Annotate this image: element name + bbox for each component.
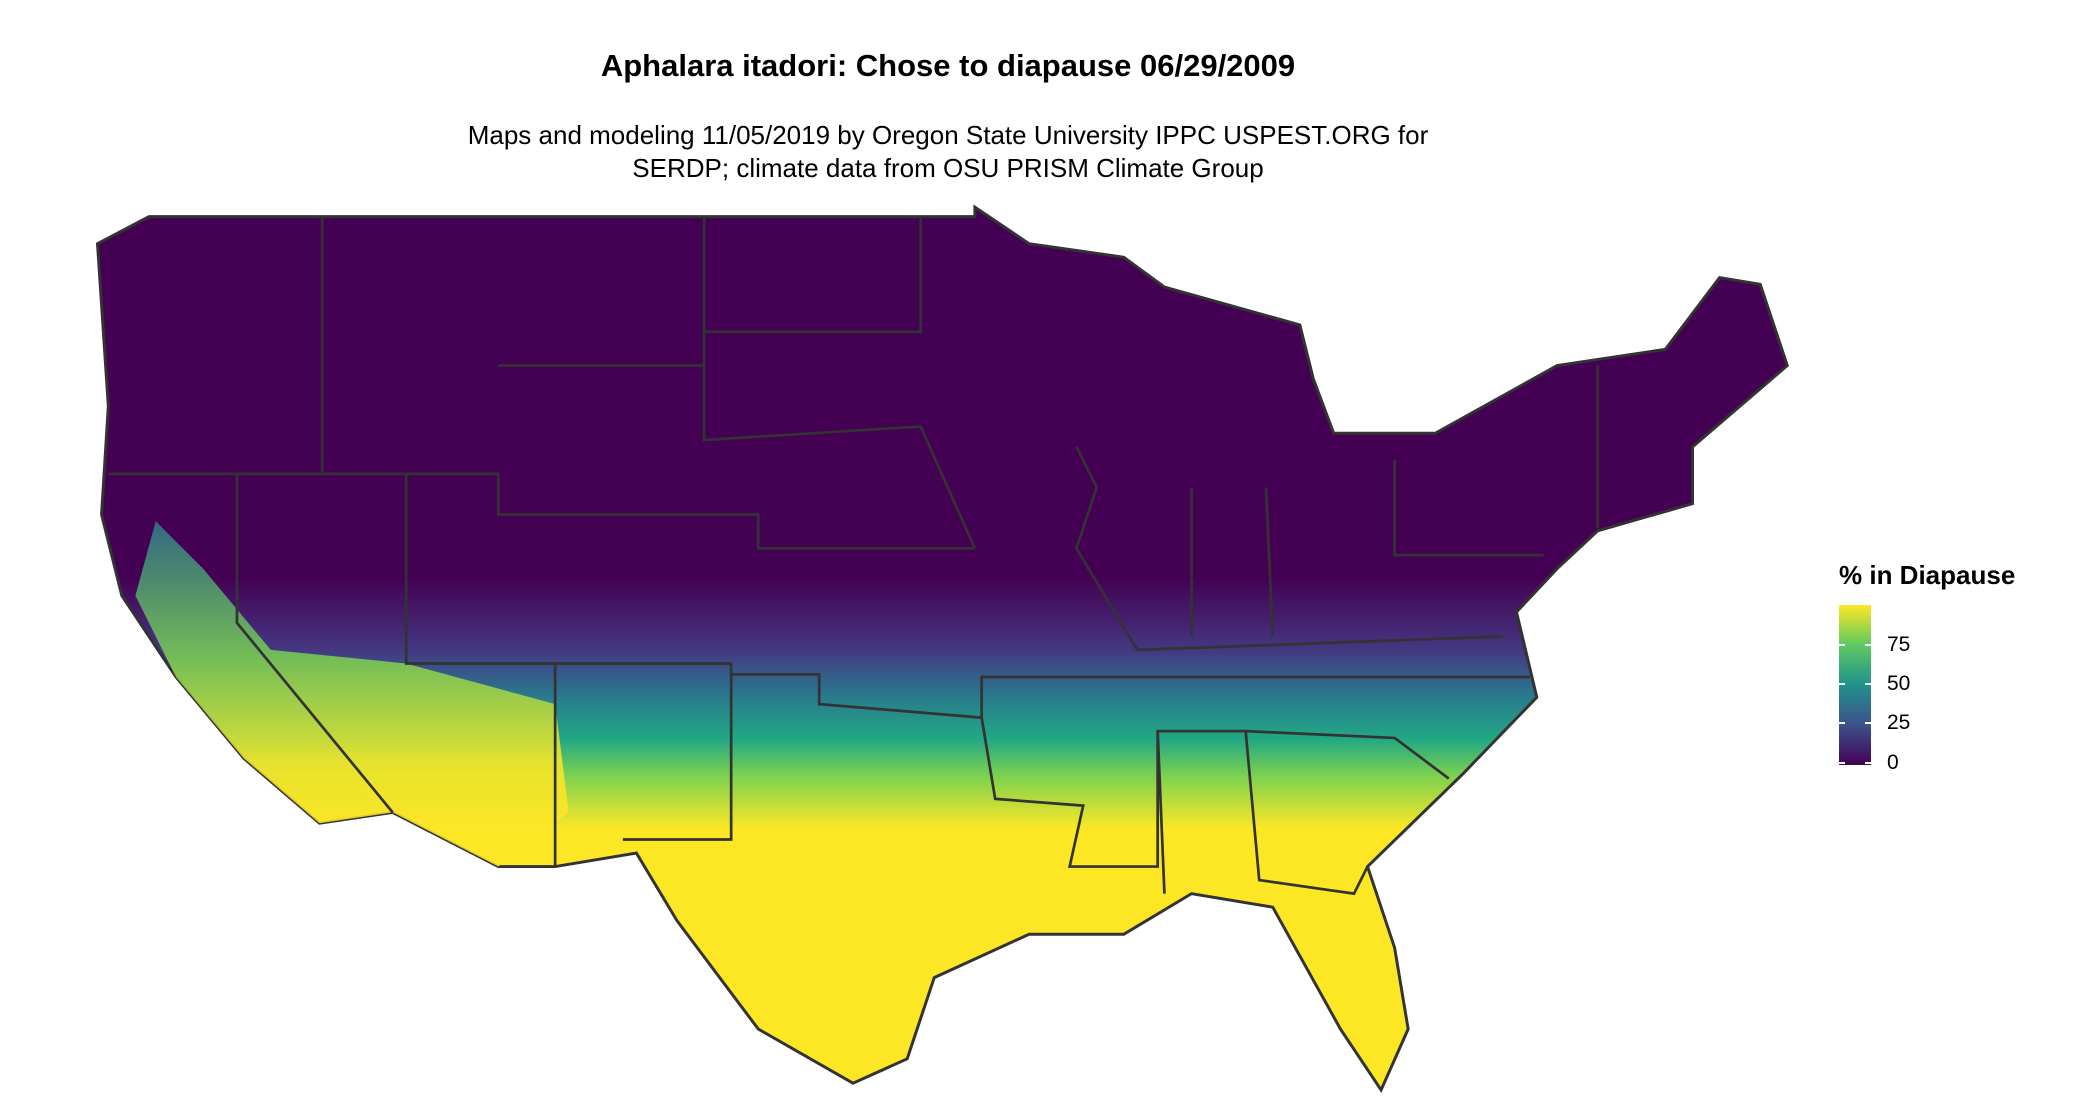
legend-label-0: 0 — [1887, 751, 1899, 774]
legend-label-25: 25 — [1887, 711, 1911, 734]
map-title: Aphalara itadori: Chose to diapause 06/2… — [600, 48, 1296, 83]
state-borders — [108, 216, 1600, 896]
map-subtitle-line1: Maps and modeling 11/05/2019 by Oregon S… — [467, 120, 1429, 150]
us-outline — [95, 204, 1790, 1094]
legend-title: % in Diapause — [1839, 560, 2016, 590]
map-subtitle-line2: SERDP; climate data from OSU PRISM Clima… — [632, 153, 1264, 183]
legend-colorbar — [1839, 605, 1871, 765]
legend-tick-0 — [1839, 762, 1871, 764]
southwest-high-diapause-area — [135, 521, 569, 867]
legend-tick-50 — [1839, 683, 1871, 685]
legend-tick-25 — [1839, 722, 1871, 724]
legend-label-75: 75 — [1887, 633, 1911, 656]
legend-label-50: 50 — [1887, 672, 1911, 695]
legend-tick-75 — [1839, 644, 1871, 646]
